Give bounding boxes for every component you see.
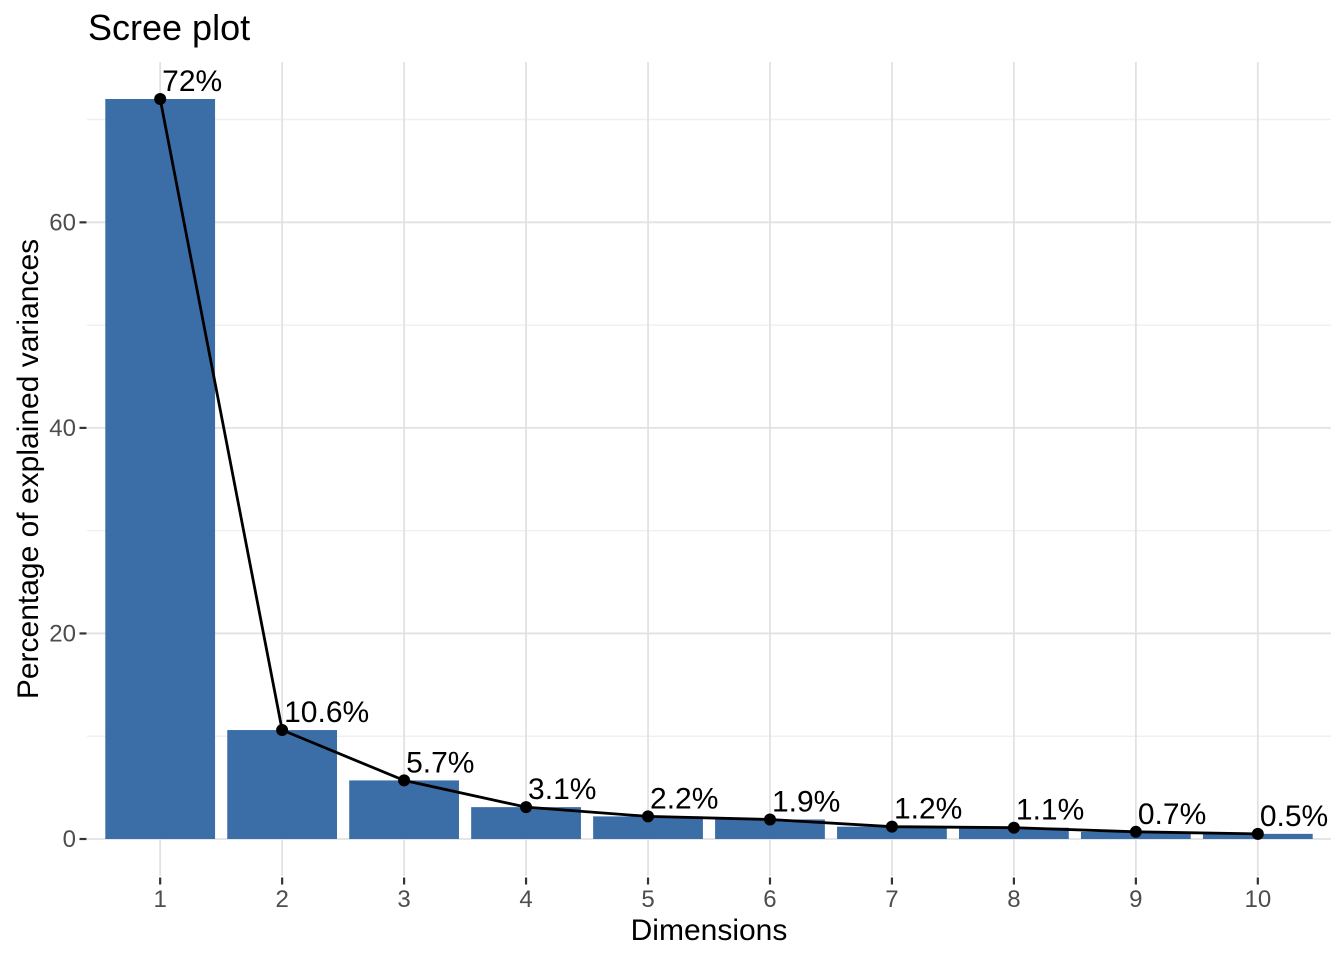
data-point-dim-2 [276, 724, 289, 737]
y-tick-label: 60 [49, 209, 76, 236]
data-point-dim-7 [885, 820, 898, 833]
x-axis-title: Dimensions [631, 914, 788, 947]
line-layer [154, 93, 1264, 840]
bar-dim-5 [593, 816, 703, 839]
point-label-dim-6: 1.9% [772, 785, 840, 818]
bar-dim-6 [715, 819, 825, 839]
point-label-dim-10: 0.5% [1260, 800, 1328, 833]
x-tick-label: 5 [641, 886, 654, 913]
y-tick-label: 20 [49, 620, 76, 647]
grid-layer [87, 62, 1331, 876]
x-tick-label: 4 [519, 886, 532, 913]
point-label-dim-2: 10.6% [284, 696, 369, 729]
data-point-dim-1 [154, 93, 167, 105]
point-label-dim-9: 0.7% [1138, 798, 1206, 831]
scree-line [158, 98, 1258, 836]
x-tick-label: 9 [1129, 886, 1142, 913]
point-label-dim-1: 72% [162, 65, 222, 98]
x-tick-label: 7 [885, 886, 898, 913]
x-tick-label: 8 [1007, 886, 1020, 913]
x-tick-label: 10 [1244, 886, 1271, 913]
bar-dim-1 [105, 99, 216, 839]
x-tick-label: 1 [153, 886, 166, 913]
y-axis-title: Percentage of explained variances [12, 239, 45, 699]
point-label-dim-7: 1.2% [894, 793, 962, 826]
data-point-dim-10 [1251, 827, 1264, 840]
bar-dim-7 [837, 826, 947, 839]
data-point-dim-4 [520, 801, 533, 814]
plot-title: Scree plot [88, 7, 250, 48]
axis-layer: 1 2 3 4 5 6 7 8 9 10 0 20 40 60 [49, 209, 1271, 913]
data-point-dim-9 [1129, 825, 1142, 838]
y-tick-label: 40 [49, 415, 76, 442]
point-label-dim-5: 2.2% [650, 782, 718, 815]
point-label-dim-8: 1.1% [1016, 794, 1084, 827]
x-tick-label: 6 [763, 886, 776, 913]
data-point-dim-3 [398, 774, 411, 787]
bar-dim-3 [349, 780, 459, 839]
y-tick-label: 0 [63, 826, 76, 853]
x-tick-label: 3 [397, 886, 410, 913]
data-point-dim-8 [1007, 821, 1020, 834]
x-tick-label: 2 [275, 886, 288, 913]
data-point-dim-6 [763, 813, 776, 826]
bar-dim-2 [227, 730, 338, 839]
point-label-dim-3: 5.7% [406, 746, 474, 779]
point-label-layer: 72% 10.6% 5.7% 3.1% 2.2% 1.9% 1.2% 1.1% 0.7% 0.5% [162, 65, 1328, 833]
data-point-dim-5 [642, 810, 655, 823]
point-label-dim-4: 3.1% [528, 773, 596, 806]
bar-layer [105, 99, 1313, 839]
